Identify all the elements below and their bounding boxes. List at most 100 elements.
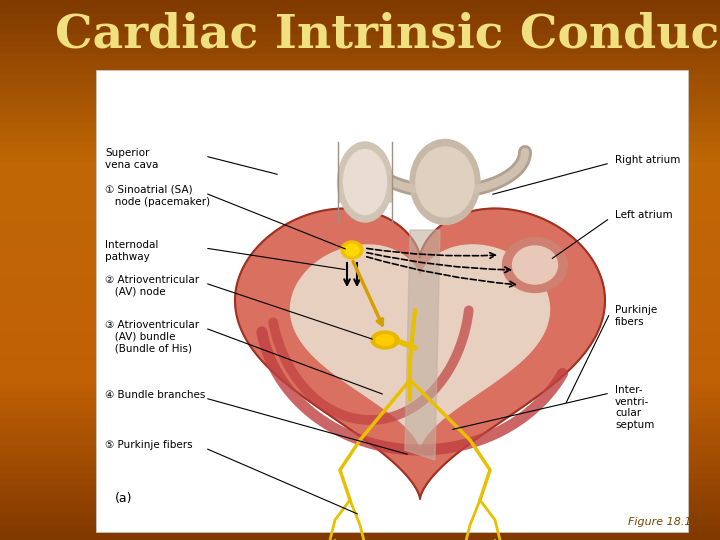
Bar (0, 168, 720, 176)
Ellipse shape (345, 244, 359, 256)
Text: Cardiac Intrinsic Conduction: Cardiac Intrinsic Conduction (55, 12, 720, 58)
Bar (0, 256, 720, 263)
Bar (0, 270, 720, 276)
Bar (0, 183, 720, 189)
Bar (0, 135, 720, 141)
Bar (0, 141, 720, 149)
Bar (0, 68, 720, 74)
Bar (0, 513, 720, 519)
Bar (0, 263, 720, 270)
Bar (0, 507, 720, 513)
Bar (0, 378, 720, 384)
Bar (0, 33, 720, 40)
Bar (0, 338, 720, 345)
Bar (0, 230, 720, 237)
Bar (0, 426, 720, 432)
Bar (0, 195, 720, 202)
Polygon shape (235, 208, 605, 499)
Ellipse shape (410, 139, 480, 225)
Bar (0, 453, 720, 459)
Bar (0, 276, 720, 284)
Bar (0, 162, 720, 168)
Bar (0, 148, 720, 156)
Bar (0, 472, 720, 480)
Bar (0, 534, 720, 540)
Bar (0, 102, 720, 108)
Bar (0, 122, 720, 128)
Bar (0, 330, 720, 338)
Bar (0, 297, 720, 303)
Ellipse shape (376, 334, 394, 346)
Bar (0, 176, 720, 183)
Text: Superior
vena cava: Superior vena cava (105, 148, 158, 170)
Text: ⑤ Purkinje fibers: ⑤ Purkinje fibers (105, 440, 193, 450)
Polygon shape (405, 230, 440, 460)
Bar (0, 209, 720, 216)
Bar (0, 384, 720, 391)
Bar (0, 189, 720, 195)
Text: Internodal
pathway: Internodal pathway (105, 240, 158, 261)
Bar (0, 446, 720, 453)
Bar (0, 392, 720, 399)
Bar (0, 364, 720, 372)
Text: ① Sinoatrial (SA)
   node (pacemaker): ① Sinoatrial (SA) node (pacemaker) (105, 185, 210, 207)
Bar (0, 202, 720, 209)
Bar (96, 70, 688, 532)
Text: ④ Bundle branches: ④ Bundle branches (105, 390, 205, 400)
Bar (0, 6, 720, 14)
Ellipse shape (513, 246, 557, 284)
Bar (0, 128, 720, 135)
Ellipse shape (341, 241, 363, 259)
Bar (0, 14, 720, 20)
Bar (0, 411, 720, 418)
Text: Figure 18.14a: Figure 18.14a (628, 517, 705, 527)
Ellipse shape (343, 150, 387, 214)
Bar (0, 500, 720, 507)
Bar (0, 324, 720, 330)
Bar (0, 519, 720, 526)
Bar (0, 492, 720, 500)
Bar (0, 108, 720, 115)
Bar (0, 372, 720, 378)
Bar (0, 405, 720, 411)
Bar (0, 345, 720, 351)
Ellipse shape (416, 147, 474, 217)
Bar (0, 486, 720, 492)
Bar (0, 81, 720, 87)
Bar (0, 60, 720, 68)
Bar (0, 27, 720, 33)
Bar (0, 432, 720, 438)
Text: ② Atrioventricular
   (AV) node: ② Atrioventricular (AV) node (105, 275, 199, 296)
Text: Inter-
ventri-
cular
septum: Inter- ventri- cular septum (615, 385, 654, 430)
Bar (0, 243, 720, 249)
Bar (0, 74, 720, 81)
Text: Left atrium: Left atrium (615, 210, 672, 220)
Bar (0, 222, 720, 230)
Bar (0, 237, 720, 243)
Bar (0, 40, 720, 47)
Text: (a): (a) (115, 492, 132, 505)
Text: Right atrium: Right atrium (615, 155, 680, 165)
Ellipse shape (338, 142, 392, 222)
Text: ③ Atrioventricular
   (AV) bundle
   (Bundle of His): ③ Atrioventricular (AV) bundle (Bundle o… (105, 320, 199, 353)
Polygon shape (338, 185, 392, 202)
Ellipse shape (503, 238, 567, 293)
Bar (0, 303, 720, 310)
Bar (0, 94, 720, 102)
Bar (0, 399, 720, 405)
Bar (0, 291, 720, 297)
Bar (0, 465, 720, 472)
Bar (0, 357, 720, 364)
Bar (0, 351, 720, 357)
Bar (0, 156, 720, 162)
Bar (0, 310, 720, 317)
Ellipse shape (371, 331, 399, 349)
Bar (0, 480, 720, 486)
Bar (0, 87, 720, 94)
Text: Purkinje
fibers: Purkinje fibers (615, 305, 657, 327)
Bar (0, 284, 720, 291)
Bar (0, 54, 720, 60)
Bar (0, 216, 720, 222)
Polygon shape (290, 245, 549, 448)
Bar (0, 47, 720, 54)
